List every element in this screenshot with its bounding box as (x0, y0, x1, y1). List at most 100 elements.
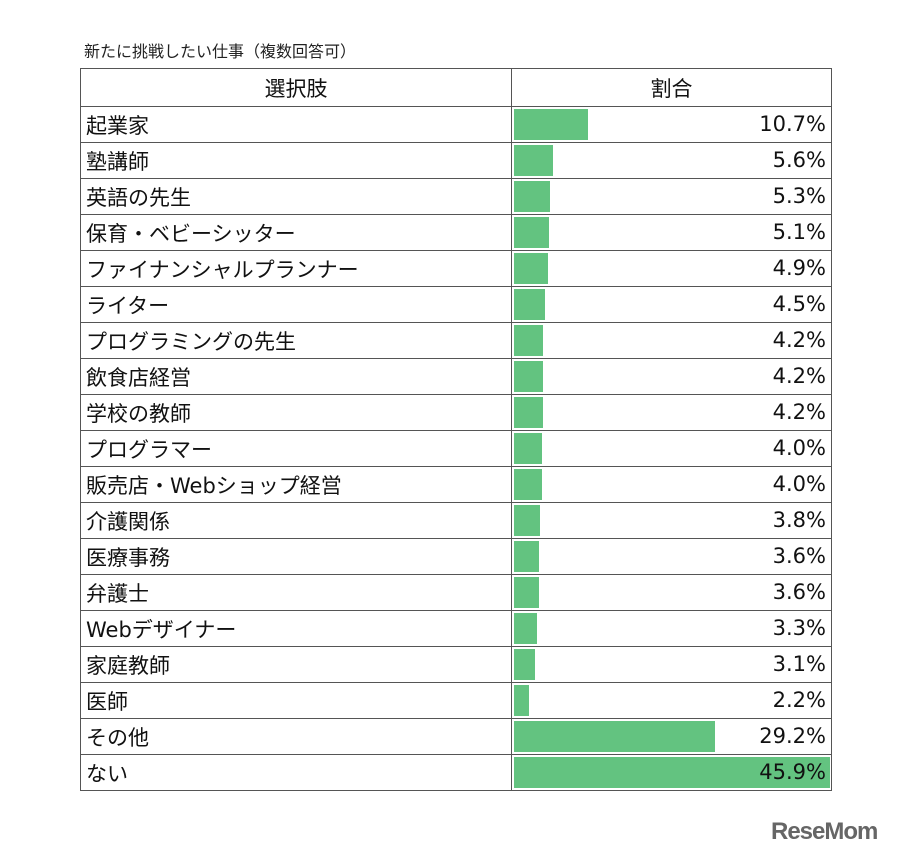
value-label: 29.2% (759, 724, 826, 748)
bar (514, 325, 543, 356)
bar (514, 289, 545, 320)
table-row: 起業家 10.7% (80, 106, 832, 143)
header-choice: 選択肢 (80, 68, 512, 107)
value-label: 4.0% (772, 472, 826, 496)
bar (514, 397, 543, 428)
category-label: 学校の教師 (80, 394, 512, 431)
bar-cell: 3.8% (511, 502, 832, 539)
table-row: 販売店・Webショップ経営 4.0% (80, 466, 832, 503)
value-label: 5.1% (772, 220, 826, 244)
bar (514, 685, 529, 716)
bar-cell: 3.6% (511, 538, 832, 575)
bar-cell: 3.3% (511, 610, 832, 647)
category-label: プログラミングの先生 (80, 322, 512, 359)
bar-cell: 3.1% (511, 646, 832, 683)
bar-cell: 4.2% (511, 394, 832, 431)
header-ratio: 割合 (511, 68, 832, 107)
category-label: 販売店・Webショップ経営 (80, 466, 512, 503)
value-label: 5.6% (772, 148, 826, 172)
bar-cell: 5.3% (511, 178, 832, 215)
value-label: 45.9% (759, 760, 826, 784)
value-label: 3.1% (772, 652, 826, 676)
bar-cell: 3.6% (511, 574, 832, 611)
category-label: 弁護士 (80, 574, 512, 611)
bar-cell: 29.2% (511, 718, 832, 755)
value-label: 10.7% (759, 112, 826, 136)
table-row: Webデザイナー 3.3% (80, 610, 832, 647)
bar-cell: 5.6% (511, 142, 832, 179)
bar (514, 613, 537, 644)
bar (514, 253, 548, 284)
bar (514, 181, 550, 212)
resemom-logo: ReseMom (771, 818, 878, 845)
table-row: 塾講師 5.6% (80, 142, 832, 179)
bar (514, 649, 535, 680)
bar (514, 505, 540, 536)
bar (514, 577, 539, 608)
table-row: 保育・ベビーシッター 5.1% (80, 214, 832, 251)
category-label: 塾講師 (80, 142, 512, 179)
category-label: ライター (80, 286, 512, 323)
bar-cell: 2.2% (511, 682, 832, 719)
bar (514, 109, 588, 140)
value-label: 3.6% (772, 580, 826, 604)
table-row: 医療事務 3.6% (80, 538, 832, 575)
value-label: 4.0% (772, 436, 826, 460)
category-label: プログラマー (80, 430, 512, 467)
bar (514, 217, 549, 248)
table-row: プログラミングの先生 4.2% (80, 322, 832, 359)
bar-cell: 5.1% (511, 214, 832, 251)
table-row: 飲食店経営 4.2% (80, 358, 832, 395)
value-label: 4.2% (772, 400, 826, 424)
category-label: その他 (80, 718, 512, 755)
table-row: ない 45.9% (80, 754, 832, 791)
category-label: 家庭教師 (80, 646, 512, 683)
bar-cell: 45.9% (511, 754, 832, 791)
bar (514, 541, 539, 572)
bar-cell: 4.9% (511, 250, 832, 287)
value-label: 5.3% (772, 184, 826, 208)
bar (514, 469, 542, 500)
value-label: 3.3% (772, 616, 826, 640)
category-label: 介護関係 (80, 502, 512, 539)
category-label: ない (80, 754, 512, 791)
table-row: 学校の教師 4.2% (80, 394, 832, 431)
header-row: 選択肢 割合 (80, 68, 832, 107)
category-label: 起業家 (80, 106, 512, 143)
table-row: ファイナンシャルプランナー 4.9% (80, 250, 832, 287)
category-label: 保育・ベビーシッター (80, 214, 512, 251)
table-row: 家庭教師 3.1% (80, 646, 832, 683)
bar (514, 757, 830, 788)
value-label: 4.2% (772, 364, 826, 388)
category-label: 医療事務 (80, 538, 512, 575)
category-label: ファイナンシャルプランナー (80, 250, 512, 287)
bar (514, 433, 542, 464)
bar-cell: 4.0% (511, 466, 832, 503)
bar (514, 145, 553, 176)
bar-cell: 4.2% (511, 322, 832, 359)
bar (514, 361, 543, 392)
table-row: プログラマー 4.0% (80, 430, 832, 467)
value-label: 3.8% (772, 508, 826, 532)
bar (514, 721, 715, 752)
value-label: 4.5% (772, 292, 826, 316)
bar-cell: 4.5% (511, 286, 832, 323)
category-label: 医師 (80, 682, 512, 719)
value-label: 3.6% (772, 544, 826, 568)
bar-cell: 10.7% (511, 106, 832, 143)
category-label: Webデザイナー (80, 610, 512, 647)
table-row: 弁護士 3.6% (80, 574, 832, 611)
chart-title: 新たに挑戦したい仕事（複数回答可） (84, 42, 357, 61)
bar-cell: 4.0% (511, 430, 832, 467)
category-label: 英語の先生 (80, 178, 512, 215)
table-row: 英語の先生 5.3% (80, 178, 832, 215)
table-row: 介護関係 3.8% (80, 502, 832, 539)
category-label: 飲食店経営 (80, 358, 512, 395)
table-row: その他 29.2% (80, 718, 832, 755)
bar-cell: 4.2% (511, 358, 832, 395)
value-label: 4.9% (772, 256, 826, 280)
value-label: 2.2% (772, 688, 826, 712)
table-row: 医師 2.2% (80, 682, 832, 719)
table-row: ライター 4.5% (80, 286, 832, 323)
data-table: 選択肢 割合 起業家 10.7% 塾講師 5.6% 英語の先生 5.3% 保育・ベビーシッタ… (80, 68, 832, 791)
